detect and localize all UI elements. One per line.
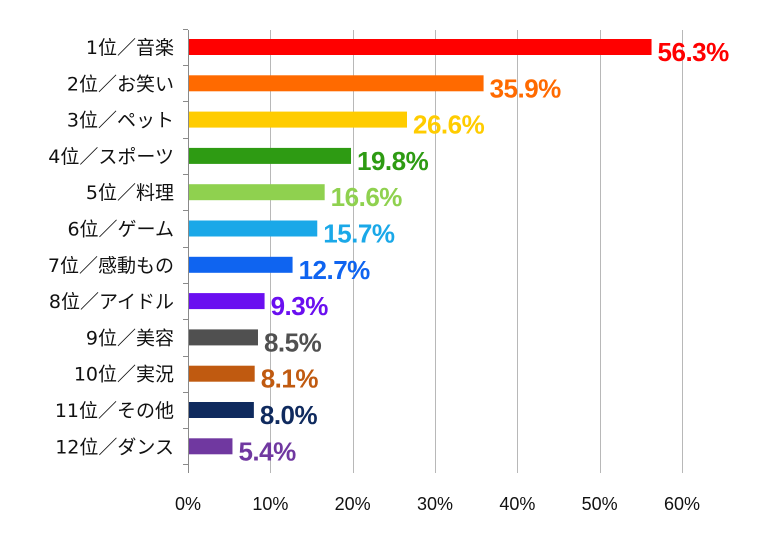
category-label: 1位／音楽: [86, 37, 174, 59]
data-label: 35.9%: [490, 73, 562, 103]
data-label: 26.6%: [413, 110, 485, 140]
bar: [189, 147, 352, 164]
x-tick-label: 0%: [175, 494, 201, 514]
x-tick-label: 60%: [664, 494, 700, 514]
data-label: 8.5%: [264, 327, 322, 357]
data-label: 9.3%: [271, 291, 329, 321]
bar: [189, 39, 652, 55]
gridlines: [183, 29, 683, 473]
category-label: 10位／実況: [74, 364, 174, 386]
bar: [189, 75, 484, 92]
data-label: 15.7%: [323, 219, 395, 249]
bar: [189, 256, 293, 273]
bars: [189, 39, 652, 455]
data-label: 19.8%: [357, 146, 429, 176]
category-label: 11位／その他: [55, 400, 174, 422]
x-tick-label: 20%: [335, 494, 371, 514]
category-label: 7位／感動もの: [48, 255, 174, 277]
value-labels: 56.3% 35.9%26.6% 19.8% 16.6% 15.7% 12.7% 9.3% 8…: [238, 37, 729, 466]
x-tick-label: 10%: [252, 494, 288, 514]
category-label: 9位／美容: [86, 327, 174, 349]
category-label: 6位／ゲーム: [67, 219, 174, 241]
bar: [189, 365, 255, 382]
bar: [189, 220, 318, 237]
category-label: 12位／ダンス: [55, 436, 174, 458]
x-tick-label: 40%: [499, 494, 535, 514]
data-label: 12.7%: [299, 255, 371, 285]
category-label: 3位／ペット: [67, 110, 174, 132]
bar: [189, 184, 325, 201]
category-label: 8位／アイドル: [49, 291, 174, 313]
x-axis-ticks: 0% 10% 20% 30% 40% 50% 60%: [175, 494, 700, 514]
data-label: 8.1%: [261, 364, 319, 394]
category-label: 4位／スポーツ: [48, 146, 174, 168]
x-tick-label: 50%: [582, 494, 618, 514]
bar: [189, 438, 233, 455]
x-tick-label: 30%: [417, 494, 453, 514]
data-label: 56.3%: [658, 37, 730, 67]
category-label: 5位／料理: [86, 182, 174, 204]
bar: [189, 111, 408, 128]
data-label: 16.6%: [331, 182, 403, 212]
data-label: 8.0%: [260, 400, 318, 430]
category-labels: 1位／音楽 2位／お笑い 3位／ペット 4位／スポーツ 5位／料理 6位／ゲーム 7位／感動…: [48, 37, 174, 458]
category-label: 2位／お笑い: [67, 73, 174, 95]
bar: [189, 402, 254, 418]
bar: [189, 293, 265, 310]
data-label: 5.4%: [238, 436, 296, 466]
bar: [189, 329, 258, 346]
